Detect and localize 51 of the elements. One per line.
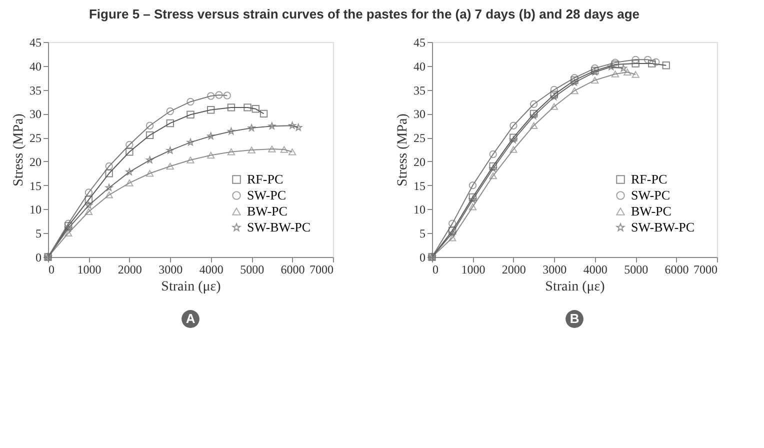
y-tick-label: 5: [36, 226, 42, 241]
y-tick-label: 15: [30, 178, 42, 193]
y-axis-title: Stress (MPa): [396, 113, 410, 186]
x-tick-label: 3000: [158, 262, 183, 276]
y-tick-label: 0: [420, 250, 426, 264]
y-tick-label: 45: [414, 36, 426, 50]
y-tick-label: 0: [36, 250, 42, 264]
y-tick-label: 35: [414, 83, 426, 98]
y-tick-label: 15: [414, 178, 426, 193]
legend-label: SW-BW-PC: [247, 220, 311, 234]
y-tick-label: 10: [30, 202, 42, 217]
x-tick-label: 6000: [280, 262, 305, 276]
y-tick-label: 20: [30, 154, 42, 169]
x-tick-label: 0: [432, 262, 438, 276]
x-tick-label: 4000: [583, 262, 608, 276]
x-tick-label: 2000: [502, 262, 526, 276]
x-tick-label: 4000: [199, 262, 224, 276]
x-tick-label: 1000: [77, 262, 102, 276]
x-tick-label: 6000: [664, 262, 689, 276]
y-tick-label: 30: [30, 107, 42, 122]
y-tick-label: 35: [30, 83, 42, 98]
y-tick-label: 40: [30, 59, 42, 74]
y-tick-label: 10: [414, 202, 426, 217]
legend-label: BW-PC: [631, 204, 672, 218]
x-tick-label: 1000: [461, 262, 486, 276]
x-tick-label: 7000: [310, 262, 334, 276]
x-tick-label: 5000: [624, 262, 648, 276]
text: A: [186, 311, 196, 326]
legend-label: SW-PC: [247, 188, 286, 202]
y-tick-label: 20: [414, 154, 426, 169]
y-tick-label: 25: [30, 131, 42, 146]
legend-label: SW-PC: [631, 188, 670, 202]
x-tick-label: 7000: [694, 262, 718, 276]
x-tick-label: 5000: [240, 262, 264, 276]
legend-label: SW-BW-PC: [631, 220, 695, 234]
legend-label: RF-PC: [247, 172, 284, 186]
y-tick-label: 25: [414, 131, 426, 146]
legend-label: BW-PC: [247, 204, 288, 218]
text: B: [570, 311, 580, 326]
y-tick-label: 45: [30, 36, 42, 50]
y-tick-label: 30: [414, 107, 426, 122]
x-axis-title: Strain (με): [161, 280, 222, 294]
y-tick-label: 5: [420, 226, 426, 241]
text: Figure 5 – Stress versus strain curves of the pastes for the (a) 7 days (b) and 28 days age: [88, 6, 640, 22]
x-tick-label: 2000: [118, 262, 142, 276]
y-axis-title: Stress (MPa): [12, 113, 26, 186]
x-axis-title: Strain (με): [545, 280, 606, 294]
legend-label: RF-PC: [631, 172, 668, 186]
y-tick-label: 40: [414, 59, 426, 74]
x-tick-label: 3000: [542, 262, 567, 276]
x-tick-label: 0: [48, 262, 54, 276]
